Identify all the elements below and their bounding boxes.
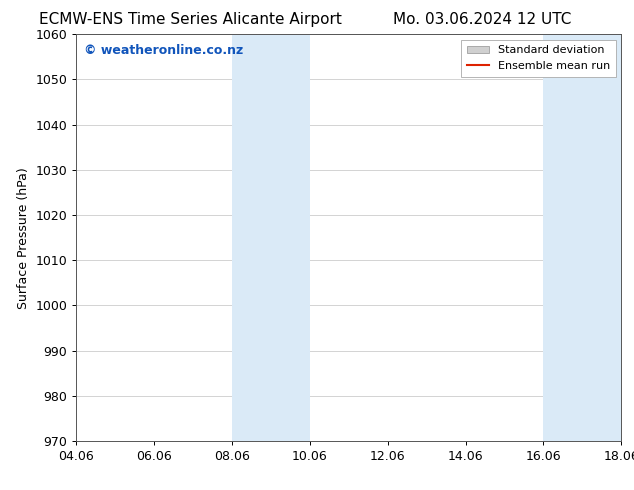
Bar xyxy=(232,34,310,441)
Bar xyxy=(543,34,621,441)
Text: Mo. 03.06.2024 12 UTC: Mo. 03.06.2024 12 UTC xyxy=(392,12,571,27)
Text: ECMW-ENS Time Series Alicante Airport: ECMW-ENS Time Series Alicante Airport xyxy=(39,12,342,27)
Legend: Standard deviation, Ensemble mean run: Standard deviation, Ensemble mean run xyxy=(462,40,616,76)
Text: © weatheronline.co.nz: © weatheronline.co.nz xyxy=(84,45,243,57)
Y-axis label: Surface Pressure (hPa): Surface Pressure (hPa) xyxy=(16,167,30,309)
